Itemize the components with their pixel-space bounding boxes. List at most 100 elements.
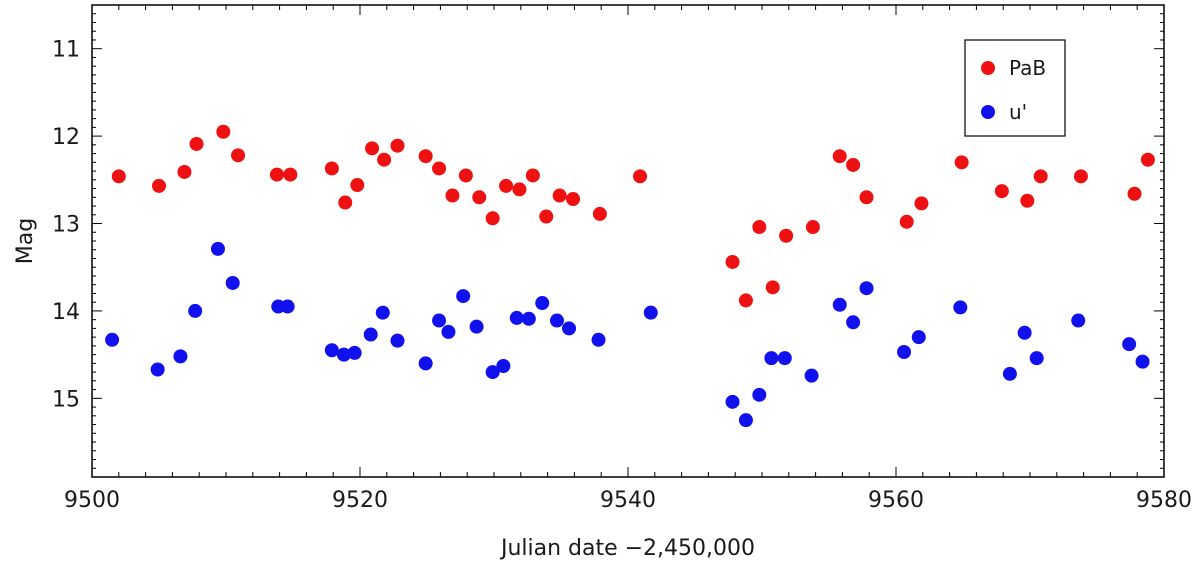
data-point bbox=[365, 141, 380, 156]
data-point bbox=[111, 169, 126, 184]
y-tick-label: 12 bbox=[52, 125, 80, 150]
data-point bbox=[485, 365, 500, 380]
data-point bbox=[377, 152, 392, 167]
data-point bbox=[283, 167, 298, 182]
legend-label: u' bbox=[1009, 100, 1027, 124]
legend: PaB u' bbox=[964, 39, 1066, 137]
data-point bbox=[499, 178, 514, 193]
data-point bbox=[725, 394, 740, 409]
data-point bbox=[441, 324, 456, 339]
data-point bbox=[432, 313, 447, 328]
data-point bbox=[525, 168, 540, 183]
data-point bbox=[535, 296, 550, 311]
data-point bbox=[738, 413, 753, 428]
data-point bbox=[562, 321, 577, 336]
data-point bbox=[765, 280, 780, 295]
data-point bbox=[177, 164, 192, 179]
data-point bbox=[225, 275, 240, 290]
x-tick-label: 9580 bbox=[1136, 488, 1192, 513]
data-points bbox=[105, 124, 1155, 428]
data-point bbox=[859, 281, 874, 296]
data-point bbox=[592, 206, 607, 221]
y-tick-label: 11 bbox=[52, 38, 80, 63]
data-point bbox=[752, 387, 767, 402]
data-point bbox=[1135, 354, 1150, 369]
data-point bbox=[1122, 337, 1137, 352]
axis-ticks bbox=[91, 4, 1165, 478]
data-point bbox=[914, 196, 929, 211]
data-point bbox=[324, 161, 339, 176]
data-point bbox=[375, 305, 390, 320]
data-point bbox=[210, 241, 225, 256]
data-point bbox=[1140, 152, 1155, 167]
x-tick-label: 9560 bbox=[868, 488, 924, 513]
data-point bbox=[418, 356, 433, 371]
data-point bbox=[1017, 325, 1032, 340]
data-point bbox=[549, 313, 564, 328]
data-point bbox=[458, 168, 473, 183]
data-point bbox=[897, 345, 912, 360]
data-point bbox=[954, 155, 969, 170]
data-point bbox=[832, 149, 847, 164]
data-point bbox=[231, 148, 246, 163]
y-axis-label: Mag bbox=[13, 218, 38, 264]
data-point bbox=[777, 351, 792, 366]
data-point bbox=[390, 333, 405, 348]
data-point bbox=[953, 300, 968, 315]
x-axis-label: Julian date −2,450,000 bbox=[499, 536, 755, 561]
y-tick-label: 13 bbox=[52, 213, 80, 238]
data-point bbox=[472, 190, 487, 205]
data-point bbox=[846, 157, 861, 172]
data-point bbox=[566, 192, 581, 207]
data-point bbox=[1002, 366, 1017, 381]
data-point bbox=[216, 124, 231, 139]
data-point bbox=[738, 293, 753, 308]
data-point bbox=[390, 138, 405, 153]
data-point bbox=[805, 220, 820, 235]
data-point bbox=[350, 178, 365, 193]
data-point bbox=[764, 351, 779, 366]
data-point bbox=[188, 303, 203, 318]
data-point bbox=[432, 161, 447, 176]
legend-label: PaB bbox=[1009, 56, 1046, 80]
data-point bbox=[1071, 313, 1086, 328]
legend-marker bbox=[981, 61, 995, 75]
data-point bbox=[899, 214, 914, 229]
data-point bbox=[552, 188, 567, 203]
data-point bbox=[512, 182, 527, 197]
x-tick-label: 9500 bbox=[64, 488, 120, 513]
data-point bbox=[280, 299, 295, 314]
data-point bbox=[1033, 169, 1048, 184]
data-point bbox=[105, 332, 120, 347]
data-point bbox=[363, 327, 378, 342]
data-point bbox=[1020, 193, 1035, 208]
data-point bbox=[418, 149, 433, 164]
data-point bbox=[539, 209, 554, 224]
data-point bbox=[752, 220, 767, 235]
x-tick-label: 9540 bbox=[600, 488, 656, 513]
data-point bbox=[846, 315, 861, 330]
series-pab bbox=[111, 124, 1155, 308]
data-point bbox=[591, 332, 606, 347]
data-point bbox=[269, 167, 284, 182]
data-point bbox=[509, 310, 524, 325]
data-point bbox=[1029, 351, 1044, 366]
data-point bbox=[456, 289, 471, 304]
tick-labels: 9500 9520 9540 9560 9580 11 12 13 14 15 bbox=[52, 38, 1192, 513]
data-point bbox=[485, 211, 500, 226]
data-point bbox=[445, 188, 460, 203]
data-point bbox=[804, 368, 819, 383]
data-point bbox=[152, 178, 166, 193]
data-point bbox=[347, 345, 362, 360]
data-point bbox=[469, 319, 484, 334]
data-point bbox=[338, 195, 353, 210]
data-point bbox=[725, 254, 740, 269]
legend-marker bbox=[981, 105, 995, 119]
data-point bbox=[1073, 169, 1088, 184]
data-point bbox=[633, 169, 648, 184]
x-tick-label: 9520 bbox=[332, 488, 388, 513]
data-point bbox=[150, 362, 165, 377]
series-u-prime bbox=[105, 241, 1150, 428]
data-point bbox=[189, 136, 204, 151]
